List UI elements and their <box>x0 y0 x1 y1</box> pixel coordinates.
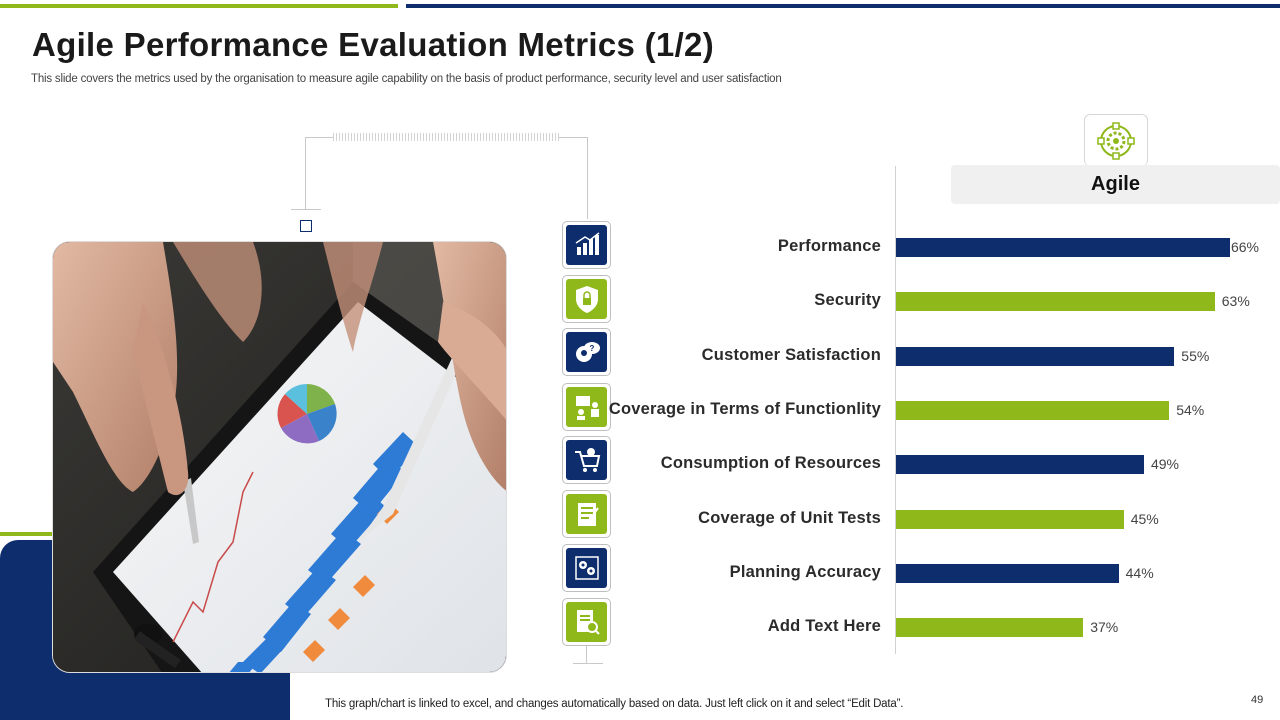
decor-line-bottom <box>586 645 587 663</box>
icon-background: ? <box>566 332 607 372</box>
bar-planning-accuracy[interactable] <box>896 563 1119 583</box>
icon-background <box>566 225 607 265</box>
value-label: 66% <box>1230 239 1259 255</box>
slide-title: Agile Performance Evaluation Metrics (1/… <box>32 26 714 63</box>
icon-background <box>566 548 607 588</box>
side-accent-green <box>0 532 52 536</box>
category-label: Coverage in Terms of Functionlity <box>608 399 881 418</box>
checklist-icon <box>577 503 599 526</box>
page-number: 49 <box>1251 694 1264 706</box>
security-shield-icon-box <box>562 275 611 323</box>
category-label: Consumption of Resources <box>660 454 881 473</box>
value-label: 54% <box>1176 401 1205 418</box>
icon-background <box>566 279 607 319</box>
icon-background <box>566 387 607 427</box>
agile-cycle-icon <box>1097 121 1135 160</box>
bar-add-text-here[interactable] <box>896 618 1084 638</box>
decor-square <box>300 220 312 232</box>
top-accent-bar-green <box>0 4 398 8</box>
top-accent-bar-blue <box>406 4 1280 8</box>
document-search-icon <box>576 610 600 635</box>
category-label: Add Text Here <box>767 617 881 636</box>
agile-icon-container <box>1084 114 1148 166</box>
decor-line-bottom-cap <box>573 663 603 664</box>
category-label: Coverage of Unit Tests <box>698 508 881 527</box>
footer-note: This graph/chart is linked to excel, and… <box>325 698 904 710</box>
bar-customer-satisfaction[interactable] <box>896 346 1175 366</box>
shopping-cart-icon <box>574 448 600 472</box>
gears-settings-icon <box>574 556 599 580</box>
bar-consumption-of-resources[interactable] <box>896 455 1144 475</box>
category-label: Security <box>814 291 881 310</box>
slide-subtitle: This slide covers the metrics used by th… <box>31 73 782 85</box>
category-label: Planning Accuracy <box>729 562 881 581</box>
bar-security[interactable] <box>896 292 1215 312</box>
customer-feedback-icon: ? <box>575 342 600 362</box>
decor-line-right <box>587 137 588 219</box>
photo-hands-reviewing-chart <box>52 241 507 673</box>
team-presentation-icon-box <box>562 383 611 431</box>
team-presentation-icon <box>575 396 599 420</box>
bar-coverage-in-terms-of-functionlity[interactable] <box>896 400 1170 420</box>
svg-text:?: ? <box>589 344 594 353</box>
value-label: 55% <box>1181 347 1210 364</box>
value-label: 37% <box>1090 619 1119 636</box>
customer-feedback-icon-box: ? <box>562 328 611 376</box>
growth-chart-icon <box>575 232 599 255</box>
value-label: 44% <box>1125 564 1154 581</box>
icon-background <box>566 602 607 642</box>
decor-line-left <box>305 137 306 209</box>
bar-coverage-of-unit-tests[interactable] <box>896 509 1124 529</box>
photo-illustration <box>53 242 506 672</box>
value-label: 45% <box>1130 510 1159 527</box>
security-shield-icon <box>575 286 598 313</box>
icon-background <box>566 494 607 534</box>
category-label: Customer Satisfaction <box>701 345 881 364</box>
decor-line-left-cap <box>291 209 321 210</box>
decor-hatch-strip <box>333 133 559 141</box>
document-search-icon-box <box>562 598 611 646</box>
bar-performance[interactable] <box>896 238 1230 257</box>
value-label: 49% <box>1150 456 1179 473</box>
value-label: 63% <box>1221 293 1250 310</box>
icon-background <box>566 440 607 480</box>
growth-chart-icon-box <box>562 221 611 269</box>
chart-axis-line <box>895 166 896 654</box>
category-label: Performance <box>777 237 881 255</box>
shopping-cart-icon-box <box>562 436 611 484</box>
chart-title: Agile <box>951 165 1280 204</box>
gears-settings-icon-box <box>562 544 611 592</box>
checklist-icon-box <box>562 490 611 538</box>
